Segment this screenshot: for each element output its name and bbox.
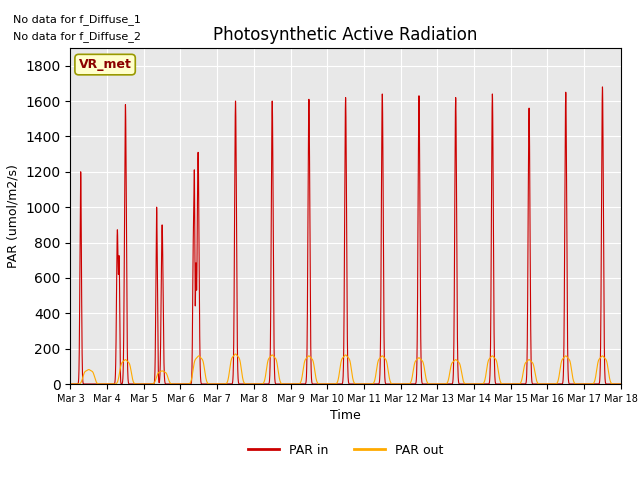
PAR in	[95, 381, 103, 387]
Line: PAR in: PAR in	[70, 87, 621, 384]
PAR out	[95, 381, 103, 387]
PAR in	[480, 381, 488, 387]
PAR in	[617, 381, 625, 387]
PAR in	[516, 381, 524, 387]
PAR in	[67, 381, 74, 387]
Line: PAR out: PAR out	[70, 354, 621, 384]
Text: No data for f_Diffuse_1: No data for f_Diffuse_1	[13, 14, 141, 25]
Text: No data for f_Diffuse_2: No data for f_Diffuse_2	[13, 31, 141, 42]
PAR out	[480, 379, 488, 385]
Legend: PAR in, PAR out: PAR in, PAR out	[243, 439, 448, 462]
Y-axis label: PAR (umol/m2/s): PAR (umol/m2/s)	[7, 164, 20, 268]
PAR out	[67, 381, 74, 387]
PAR in	[598, 84, 606, 90]
PAR in	[94, 381, 102, 387]
PAR out	[617, 381, 625, 387]
X-axis label: Time: Time	[330, 409, 361, 422]
PAR out	[509, 381, 516, 387]
PAR out	[232, 351, 239, 357]
Title: Photosynthetic Active Radiation: Photosynthetic Active Radiation	[213, 25, 478, 44]
PAR out	[495, 373, 503, 379]
PAR in	[495, 381, 503, 387]
PAR in	[418, 378, 426, 384]
Text: VR_met: VR_met	[79, 58, 132, 71]
PAR in	[509, 381, 516, 387]
PAR out	[418, 358, 426, 363]
PAR out	[516, 380, 524, 386]
